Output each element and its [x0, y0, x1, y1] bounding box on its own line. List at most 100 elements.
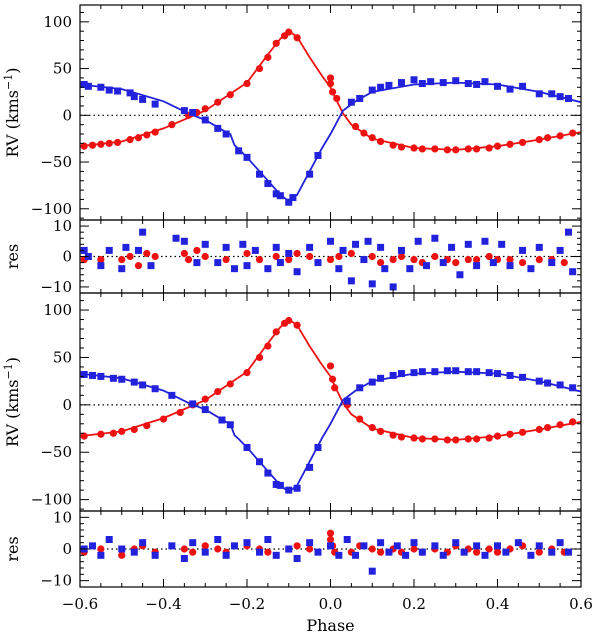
x-tick-label: 0.2	[402, 595, 426, 613]
data-point-blue	[180, 555, 188, 562]
y-axis-title: RV (kms−1)	[2, 357, 22, 447]
data-point-red	[326, 529, 335, 537]
data-point-blue	[314, 152, 322, 159]
data-point-red	[214, 545, 222, 553]
data-point-blue	[139, 228, 147, 236]
data-point-blue	[218, 416, 226, 424]
data-point-blue	[97, 83, 105, 91]
y-tick-label: 10	[53, 217, 72, 235]
data-point-blue	[314, 259, 322, 267]
data-point-red	[126, 252, 134, 261]
data-point-blue	[393, 542, 401, 550]
data-point-red	[97, 430, 105, 438]
data-point-blue	[473, 368, 481, 376]
data-point-blue	[397, 79, 405, 87]
data-point-blue	[389, 283, 397, 291]
data-point-red	[193, 246, 201, 255]
data-point-red	[293, 249, 301, 258]
data-point-red	[118, 551, 126, 559]
data-point-blue	[189, 109, 197, 116]
data-point-blue	[519, 82, 527, 90]
data-point-blue	[306, 243, 314, 251]
data-point-blue	[556, 93, 564, 101]
data-point-red	[569, 418, 577, 426]
data-point-red	[255, 255, 264, 264]
data-point-red	[560, 258, 568, 267]
data-point-blue	[364, 237, 372, 245]
data-point-blue	[377, 374, 385, 382]
data-point-red	[255, 64, 264, 73]
data-point-blue	[151, 385, 159, 393]
data-point-blue	[264, 265, 272, 273]
data-point-red	[506, 255, 514, 264]
data-point-blue	[251, 246, 259, 254]
data-point-red	[201, 105, 209, 113]
data-point-blue	[452, 539, 460, 547]
data-point-blue	[306, 539, 314, 547]
data-point-red	[326, 255, 335, 264]
data-point-red	[535, 548, 543, 556]
data-point-blue	[368, 567, 376, 575]
data-point-blue	[276, 192, 284, 200]
data-point-red	[264, 342, 272, 350]
data-point-blue	[118, 545, 126, 553]
data-point-red	[285, 316, 293, 325]
panel-frame	[79, 292, 582, 512]
data-point-blue	[256, 170, 264, 178]
data-point-red	[544, 134, 552, 142]
data-point-blue	[456, 271, 464, 279]
panel-res-top	[79, 219, 582, 294]
data-point-red	[326, 535, 335, 544]
data-point-blue	[130, 93, 138, 101]
panel-rv-bottom	[79, 292, 582, 512]
data-point-blue	[377, 243, 385, 251]
y-tick-label: 0	[62, 396, 72, 414]
data-point-blue	[514, 539, 522, 547]
data-point-blue	[201, 548, 209, 556]
data-point-blue	[243, 539, 251, 547]
data-point-blue	[339, 246, 347, 254]
y-tick-label: −10	[40, 572, 72, 590]
data-point-red	[264, 548, 272, 556]
data-point-red	[351, 122, 360, 131]
data-point-red	[143, 249, 151, 258]
data-point-blue	[272, 243, 280, 251]
data-point-blue	[481, 78, 489, 86]
data-point-blue	[272, 480, 280, 488]
data-point-red	[464, 145, 472, 153]
data-point-blue	[151, 100, 159, 108]
data-point-blue	[556, 381, 564, 389]
data-point-red	[368, 134, 376, 142]
data-point-blue	[356, 94, 364, 102]
plot-area	[80, 228, 577, 291]
data-point-blue	[506, 262, 514, 270]
data-point-red	[134, 134, 143, 142]
data-point-red	[389, 431, 397, 439]
data-point-blue	[544, 379, 552, 387]
data-point-red	[180, 249, 188, 258]
data-point-blue	[548, 259, 556, 267]
data-point-blue	[327, 237, 334, 245]
data-point-red	[326, 362, 335, 370]
data-point-blue	[494, 82, 501, 90]
data-point-blue	[80, 80, 88, 88]
data-point-red	[214, 387, 222, 396]
data-point-blue	[105, 86, 113, 94]
data-point-blue	[180, 107, 188, 115]
data-point-blue	[222, 243, 230, 251]
data-point-blue	[527, 265, 535, 273]
data-point-red	[159, 415, 168, 423]
data-point-blue	[105, 246, 113, 254]
data-point-red	[226, 380, 234, 388]
data-point-blue	[264, 469, 272, 477]
x-tick-label: −0.6	[62, 595, 98, 613]
data-point-blue	[343, 397, 351, 405]
panel-frame	[79, 4, 582, 221]
data-point-blue	[381, 265, 389, 273]
data-point-blue	[410, 76, 418, 84]
data-point-red	[518, 258, 527, 267]
data-point-blue	[276, 481, 284, 489]
data-point-blue	[410, 539, 418, 547]
data-point-blue	[293, 268, 301, 276]
data-point-red	[243, 79, 251, 88]
